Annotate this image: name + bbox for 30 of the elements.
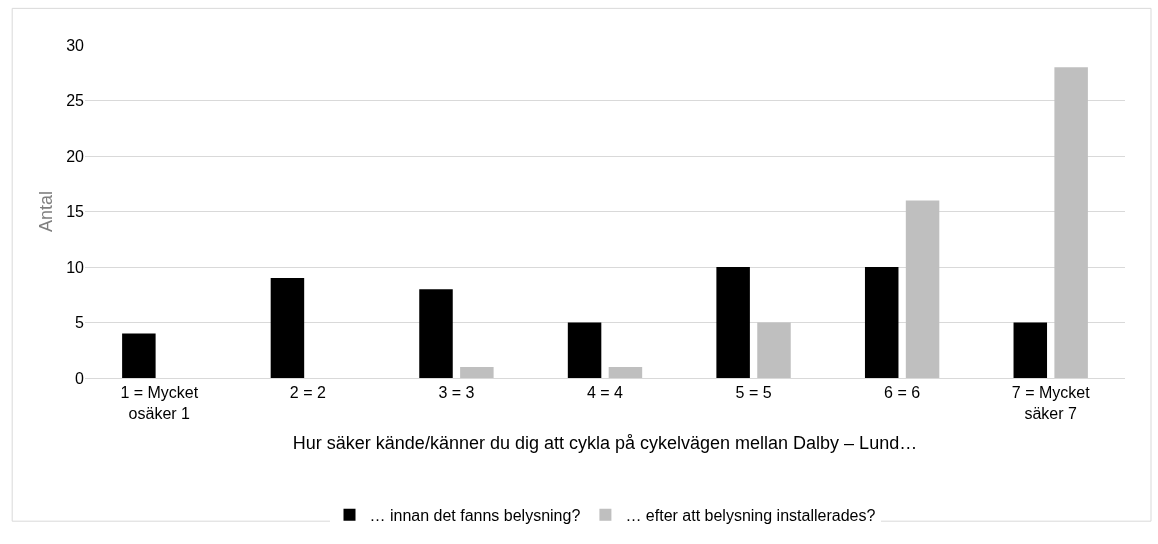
bar	[757, 322, 791, 378]
bar	[864, 267, 899, 378]
bar	[270, 278, 305, 378]
bar	[1054, 67, 1088, 378]
y-axis-title: Antal	[36, 190, 57, 233]
y-tick-label: 15	[66, 203, 85, 221]
y-tick-label: 30	[66, 36, 85, 54]
x-tick-label: 6 = 6	[884, 384, 921, 402]
legend-label: … efter att belysning installerades?	[625, 507, 876, 525]
bar	[460, 366, 494, 378]
bar	[905, 200, 940, 378]
y-tick-label: 10	[66, 258, 85, 276]
legend-label: … innan det fanns belysning?	[369, 507, 581, 525]
bar	[419, 289, 453, 378]
x-tick-label: 2 = 2	[289, 384, 326, 402]
bar	[716, 267, 750, 378]
x-tick-label: 3 = 3	[438, 384, 475, 402]
bar	[608, 366, 643, 378]
y-tick-label: 5	[75, 314, 85, 332]
x-tick-label: 4 = 4	[586, 384, 624, 402]
x-tick-label: 7 = Mycket säker 7	[1011, 384, 1091, 422]
x-tick-label: 5 = 5	[735, 384, 772, 402]
x-axis-title: Hur säker kände/känner du dig att cykla på cykelvägen mellan Dalby – Lund…	[292, 433, 918, 454]
bar	[1013, 322, 1048, 378]
y-tick-label: 0	[75, 369, 85, 387]
bar	[567, 322, 602, 378]
y-tick-label: 20	[66, 147, 85, 165]
x-tick-label: 1 = Mycket osäker 1	[120, 384, 199, 422]
y-tick-label: 25	[66, 92, 85, 110]
bar	[122, 333, 156, 378]
